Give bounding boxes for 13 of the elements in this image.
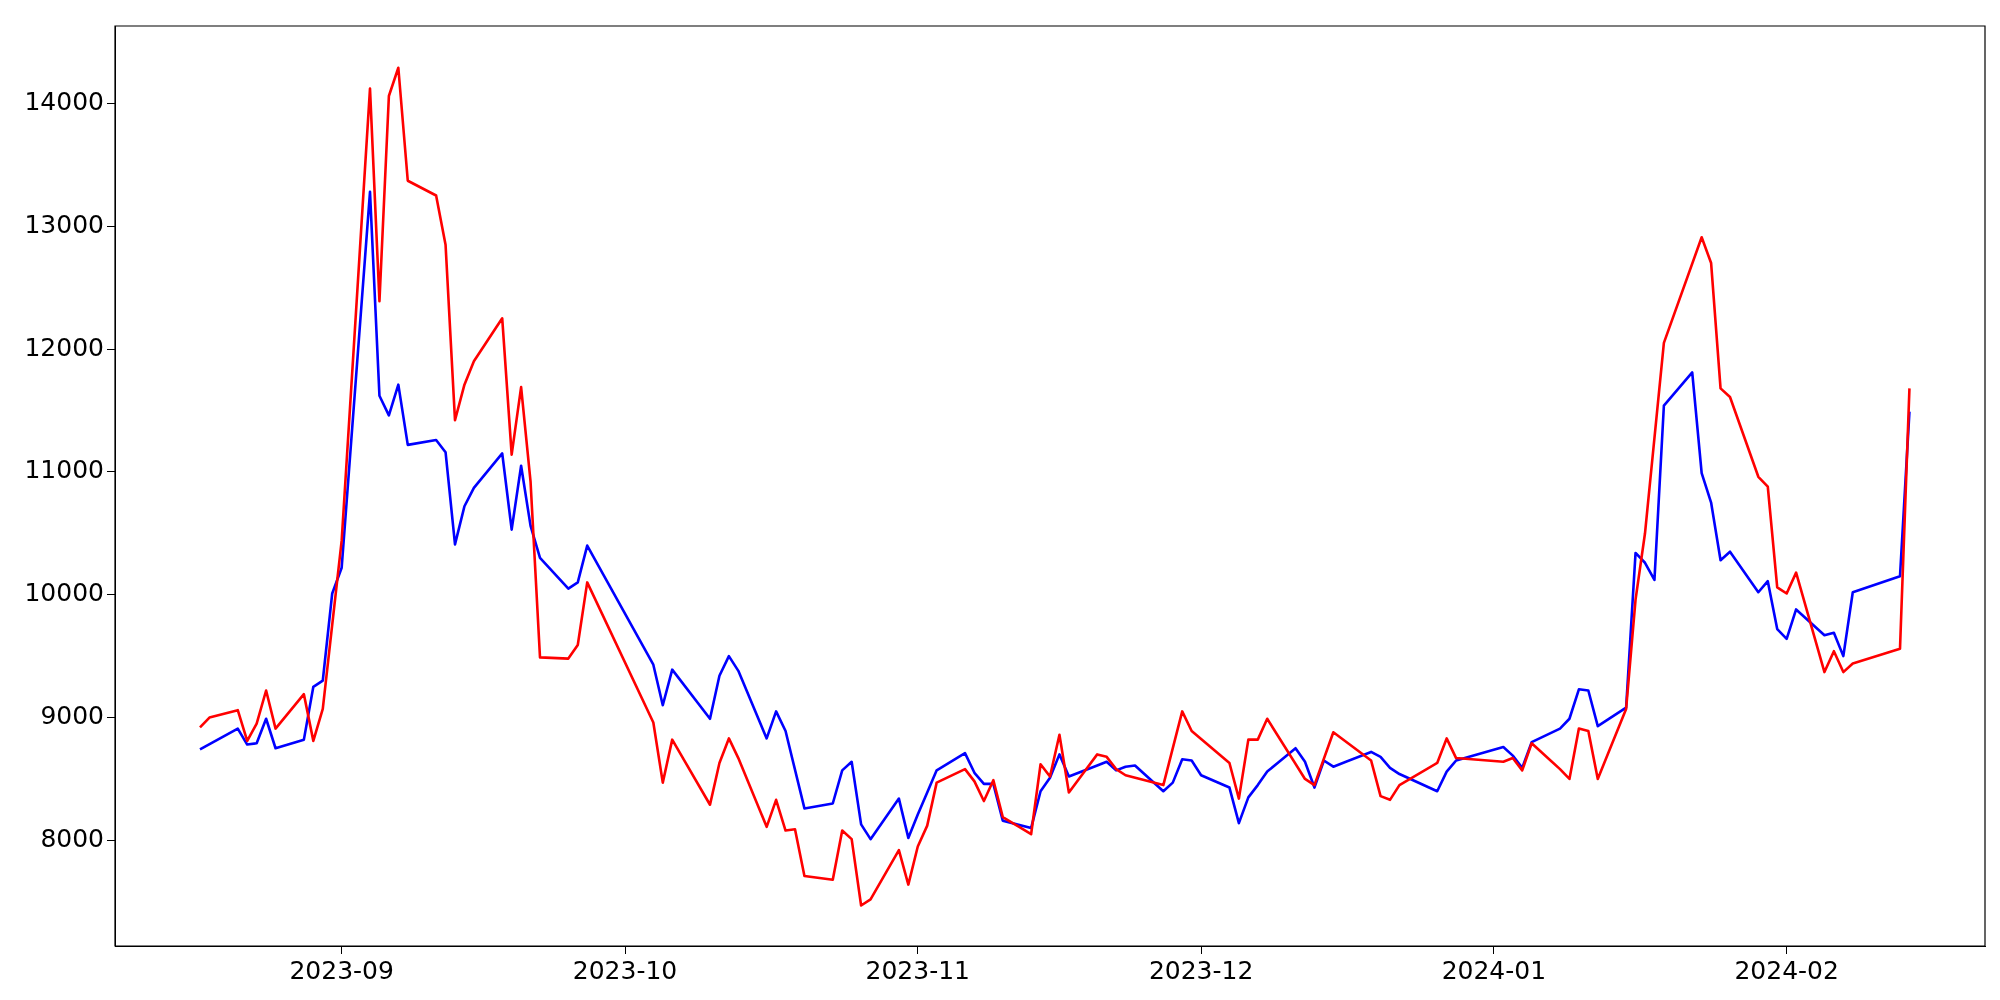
- x-tick-label: 2023-11: [865, 955, 971, 985]
- x-tick-label: 2023-09: [289, 955, 394, 985]
- x-tick-label: 2024-02: [1734, 955, 1839, 985]
- x-tick-label: 2023-12: [1148, 955, 1254, 985]
- y-tick-label: 10000: [24, 578, 104, 608]
- y-tick-label: 11000: [24, 455, 104, 485]
- y-tick-label: 9000: [40, 701, 104, 731]
- x-tick-label: 2023-10: [572, 955, 678, 985]
- y-tick-label: 14000: [24, 86, 104, 116]
- y-tick-label: 13000: [24, 209, 104, 239]
- y-tick-label: 8000: [40, 823, 104, 853]
- y-tick-label: 12000: [24, 332, 104, 362]
- x-tick-label: 2024-01: [1441, 955, 1547, 985]
